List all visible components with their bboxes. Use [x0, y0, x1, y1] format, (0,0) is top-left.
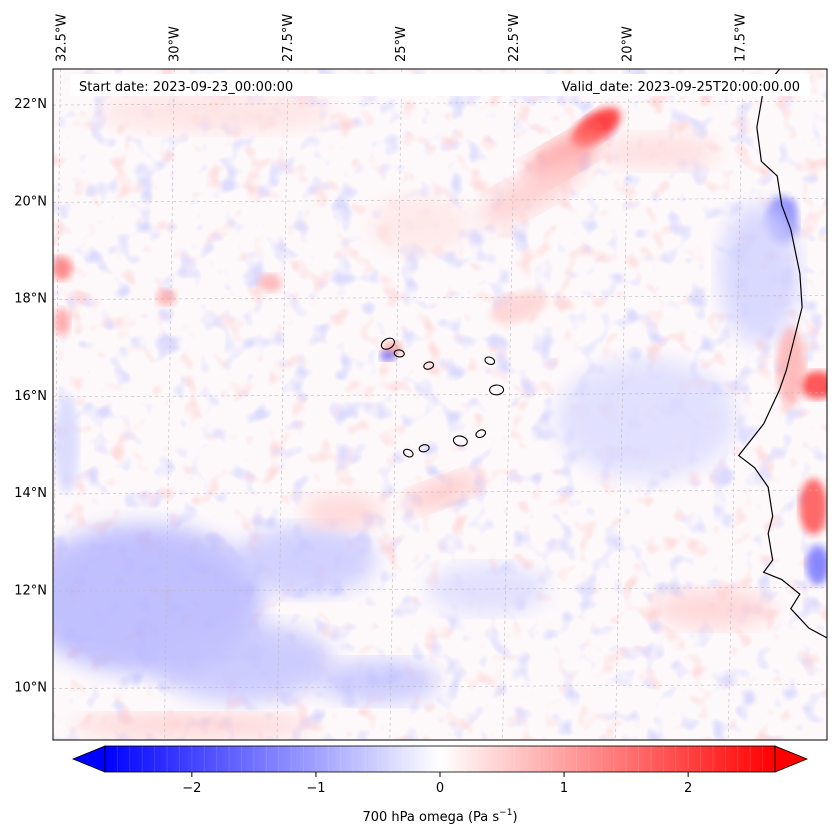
ascent-feature: [799, 371, 827, 400]
longitude-label: 32.5°W: [55, 14, 70, 62]
latitude-label: 12°N: [14, 583, 47, 598]
latitude-label: 20°N: [14, 194, 47, 209]
colorbar-tick-label: 1: [560, 781, 568, 796]
island-outline: [475, 429, 487, 439]
island-outline: [423, 361, 435, 370]
ascent-feature: [653, 588, 774, 629]
meridian-line: [389, 69, 403, 740]
colorbar-ticks: −2 −1 0 1 2: [182, 772, 692, 796]
colorbar-tick-label: −1: [306, 781, 325, 796]
ascent-feature: [156, 289, 177, 306]
ascent-feature: [73, 713, 314, 738]
island-outline: [418, 444, 430, 453]
colorbar-steps: [116, 746, 764, 772]
ascent-feature: [490, 290, 548, 324]
ascent-feature: [479, 155, 586, 226]
meridian-line: [163, 69, 175, 740]
longitude-label: 30°W: [168, 26, 183, 62]
descent-feature: [379, 350, 396, 361]
header-band: [70, 74, 810, 96]
meridian-line: [615, 69, 630, 740]
coastlines: [380, 69, 827, 639]
longitude-label: 27.5°W: [281, 14, 296, 62]
ascent-feature: [799, 478, 827, 535]
meridian-line: [727, 69, 744, 740]
latitude-labels: 22°N 20°N 18°N 16°N 14°N 12°N 10°N: [14, 97, 47, 695]
descent-feature: [54, 393, 79, 494]
colorbar-extend-low: [71, 745, 106, 773]
island-outline: [403, 448, 414, 458]
longitude-label: 25°W: [394, 26, 409, 62]
latitude-label: 16°N: [14, 389, 47, 404]
colorbar-label: 700 hPa omega (Pa s−1): [362, 808, 517, 825]
colorbar-tick-label: −2: [182, 781, 201, 796]
ascent-feature: [776, 325, 805, 406]
meridian-line: [502, 69, 516, 740]
start-date-label: Start date: 2023-09-23_00:00:00: [79, 80, 293, 95]
ascent-feature: [258, 273, 283, 292]
ascent-feature: [95, 92, 336, 133]
latitude-label: 18°N: [14, 292, 47, 307]
longitude-label: 20°W: [620, 26, 635, 62]
ascent-feature: [599, 133, 720, 170]
latitude-label: 22°N: [14, 97, 47, 112]
ascent-feature: [302, 493, 383, 530]
africa-coastline: [737, 69, 827, 639]
descent-feature: [555, 359, 736, 480]
omega-field: [53, 69, 827, 740]
ascent-feature: [54, 307, 71, 336]
longitude-label: 17.5°W: [733, 14, 748, 62]
descent-feature: [153, 622, 334, 703]
colorbar-tick-label: 2: [684, 781, 692, 796]
ascent-feature: [53, 256, 73, 281]
ascent-feature: [404, 473, 481, 512]
descent-feature: [318, 659, 439, 704]
meridian-line: [276, 69, 289, 740]
ascent-feature: [369, 194, 470, 255]
map-panel: Start date: 2023-09-23_00:00:00 Valid_da…: [52, 68, 828, 741]
valid-date-label: Valid_date: 2023-09-25T20:00:00.00: [562, 80, 800, 95]
colorbar-label-exponent: −1: [499, 808, 512, 818]
island-outline: [452, 435, 468, 447]
longitude-labels: 32.5°W 30°W 27.5°W 25°W 22.5°W 20°W 17.5°W: [55, 14, 749, 62]
island-outline: [393, 349, 405, 358]
colorbar-body: [104, 745, 776, 773]
map-frame: [52, 68, 828, 741]
colorbar: −2 −1 0 1 2 700 hPa omega (Pa s−1): [71, 745, 809, 825]
latitude-label: 14°N: [14, 486, 47, 501]
island-outline: [484, 356, 496, 366]
longitude-label: 22.5°W: [507, 14, 522, 62]
descent-feature: [719, 203, 800, 344]
descent-feature: [236, 525, 377, 596]
latitude-label: 10°N: [14, 681, 47, 696]
island-outline: [489, 384, 505, 396]
island-outline: [380, 337, 396, 350]
colorbar-tick-label: 0: [436, 781, 444, 796]
descent-feature: [805, 544, 827, 585]
colorbar-extend-high: [774, 745, 809, 773]
